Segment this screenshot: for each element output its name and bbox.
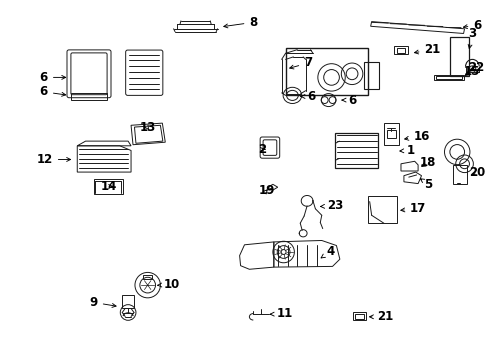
Bar — [449, 37, 468, 76]
Text: 16: 16 — [404, 130, 428, 143]
Text: 6: 6 — [342, 94, 356, 107]
Bar — [383, 123, 398, 145]
Text: 7: 7 — [289, 57, 312, 69]
Text: 2: 2 — [258, 143, 266, 156]
Text: 3: 3 — [467, 27, 476, 49]
Bar — [386, 130, 395, 138]
Text: 18: 18 — [419, 156, 435, 169]
Text: 6: 6 — [301, 90, 315, 103]
Bar — [452, 165, 466, 184]
Bar — [285, 48, 367, 95]
Text: 21: 21 — [414, 43, 440, 56]
Text: 14: 14 — [100, 180, 116, 193]
Text: 4: 4 — [321, 245, 334, 258]
Text: 22: 22 — [468, 61, 484, 74]
Text: 6: 6 — [40, 71, 65, 84]
Text: 6: 6 — [40, 85, 65, 98]
Bar — [396, 48, 404, 53]
Text: 1: 1 — [399, 144, 414, 157]
Text: 23: 23 — [320, 199, 342, 212]
Bar — [433, 75, 463, 80]
Text: 9: 9 — [89, 296, 116, 309]
Text: 8: 8 — [224, 16, 257, 29]
Text: 17: 17 — [400, 202, 425, 215]
Text: 15: 15 — [463, 65, 479, 78]
Text: 19: 19 — [258, 184, 274, 197]
Text: 5: 5 — [420, 178, 432, 191]
Bar — [363, 62, 379, 89]
Text: 12: 12 — [37, 153, 70, 166]
Text: 11: 11 — [270, 307, 292, 320]
Bar — [367, 196, 396, 223]
Bar — [354, 314, 363, 319]
Bar — [335, 133, 378, 168]
Text: 13: 13 — [139, 121, 155, 134]
Bar — [393, 46, 407, 54]
Bar — [122, 295, 134, 308]
Bar — [143, 275, 152, 279]
Bar — [71, 93, 107, 100]
Text: 6: 6 — [463, 19, 481, 32]
Bar — [352, 312, 366, 320]
Bar — [435, 76, 461, 79]
Text: 21: 21 — [369, 310, 393, 323]
Text: 20: 20 — [468, 166, 485, 179]
Text: 10: 10 — [158, 278, 180, 291]
Bar — [94, 179, 123, 194]
